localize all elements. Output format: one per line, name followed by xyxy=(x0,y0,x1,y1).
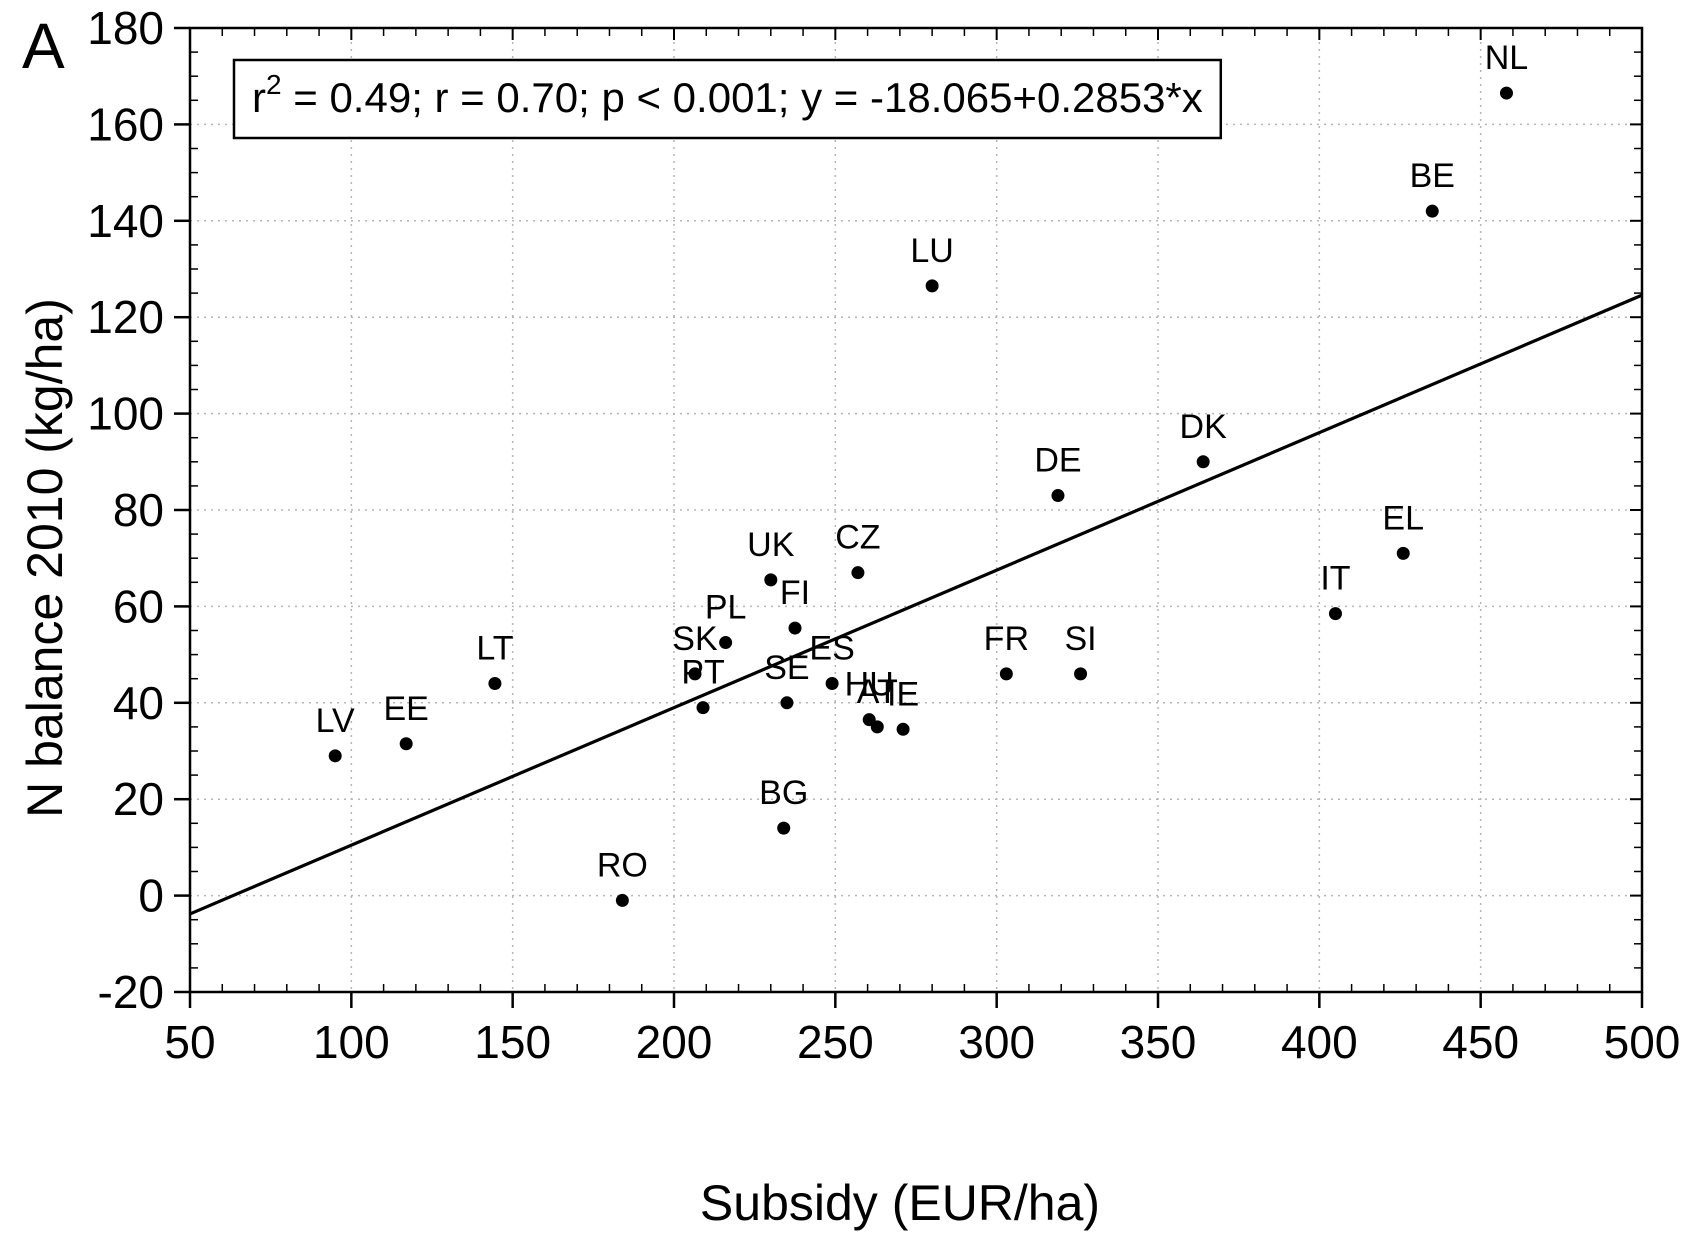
point-label-dk: DK xyxy=(1180,408,1228,446)
data-point-se xyxy=(780,696,794,710)
data-point-dk xyxy=(1196,455,1210,469)
point-label-ie: IE xyxy=(887,675,919,713)
regression-line xyxy=(189,293,1643,916)
data-point-pt xyxy=(696,701,710,715)
y-tick-label: 140 xyxy=(87,195,164,247)
stats-box-border xyxy=(232,58,1223,140)
data-point-be xyxy=(1425,204,1439,218)
x-tick-label: 100 xyxy=(313,1016,390,1068)
data-point-ie xyxy=(896,722,910,736)
point-label-el: EL xyxy=(1382,499,1424,537)
x-tick-label: 150 xyxy=(474,1016,551,1068)
data-point-de xyxy=(1051,489,1065,503)
data-point-ro xyxy=(615,893,629,907)
data-point-sk xyxy=(688,667,702,681)
point-label-pl: PL xyxy=(705,589,747,627)
regression-line-group xyxy=(189,293,1643,916)
regression-stats-box: r2 = 0.49; r = 0.70; p < 0.001; y = -18.… xyxy=(232,58,1223,140)
x-tick-label: 200 xyxy=(636,1016,713,1068)
point-label-ro: RO xyxy=(597,846,648,884)
x-tick-label: 400 xyxy=(1281,1016,1358,1068)
data-point-cz xyxy=(851,566,865,580)
y-tick-label: 180 xyxy=(87,2,164,54)
axis-ticks: 50 100 150 200 250 300 350 400 450 500 -20 0 20 40 60 8… xyxy=(87,2,1680,1068)
regression-stats-text: r2 = 0.49; r = 0.70; p < 0.001; y = -18.… xyxy=(252,69,1203,121)
point-label-at: AT xyxy=(857,673,898,711)
data-point-pl xyxy=(719,636,733,650)
x-tick-label: 500 xyxy=(1604,1016,1681,1068)
data-point-lu xyxy=(925,279,939,293)
point-label-de: DE xyxy=(1034,442,1081,480)
plot-frame xyxy=(188,26,1644,994)
point-label-cz: CZ xyxy=(835,519,880,557)
point-label-bg: BG xyxy=(759,774,808,812)
y-tick-label: 120 xyxy=(87,291,164,343)
y-tick-label: 20 xyxy=(113,773,164,825)
data-point-lt xyxy=(488,677,502,691)
point-label-sk: SK xyxy=(672,620,718,658)
y-tick-label: -20 xyxy=(98,966,164,1018)
point-label-uk: UK xyxy=(747,526,795,564)
point-label-si: SI xyxy=(1064,620,1096,658)
data-point-si xyxy=(1074,667,1088,681)
data-point-it xyxy=(1328,607,1342,621)
x-tick-label: 350 xyxy=(1120,1016,1197,1068)
data-point-uk xyxy=(764,573,778,587)
y-tick-label: 0 xyxy=(138,870,164,922)
point-label-pt: PT xyxy=(681,654,724,692)
data-point-bg xyxy=(777,821,791,835)
y-tick-label: 40 xyxy=(113,677,164,729)
x-tick-label: 300 xyxy=(958,1016,1035,1068)
data-point-es xyxy=(825,677,839,691)
data-point-fr xyxy=(999,667,1013,681)
y-tick-label: 60 xyxy=(113,580,164,632)
data-point-nl xyxy=(1499,86,1513,100)
data-point-lv xyxy=(328,749,342,763)
r-symbol: r xyxy=(252,74,266,121)
y-axis-title: N balance 2010 (kg/ha) xyxy=(17,298,73,818)
x-tick-label: 250 xyxy=(797,1016,874,1068)
point-label-be: BE xyxy=(1410,157,1455,195)
point-label-lt: LT xyxy=(476,630,513,668)
y-tick-label: 100 xyxy=(87,388,164,440)
data-point-ee xyxy=(399,737,413,751)
stats-remainder: = 0.49; r = 0.70; p < 0.001; y = -18.065… xyxy=(282,74,1203,121)
x-axis-title: Subsidy (EUR/ha) xyxy=(700,1175,1100,1231)
data-point-fi xyxy=(788,621,802,635)
point-label-fi: FI xyxy=(780,574,810,612)
point-label-ee: EE xyxy=(384,690,429,728)
point-label-se: SE xyxy=(764,649,809,687)
point-label-nl: NL xyxy=(1485,39,1528,77)
data-point-at xyxy=(870,720,884,734)
x-tick-label: 450 xyxy=(1442,1016,1519,1068)
y-tick-label: 80 xyxy=(113,484,164,536)
point-label-es: ES xyxy=(809,630,854,668)
point-label-it: IT xyxy=(1320,560,1350,598)
r-squared-superscript: 2 xyxy=(266,69,282,100)
point-label-fr: FR xyxy=(984,620,1029,658)
panel-label: A xyxy=(22,10,65,82)
y-tick-label: 160 xyxy=(87,98,164,150)
x-tick-label: 50 xyxy=(164,1016,215,1068)
data-points xyxy=(328,86,1513,907)
data-point-el xyxy=(1396,546,1410,560)
point-label-lu: LU xyxy=(910,232,953,270)
point-label-hu: HU xyxy=(845,666,894,704)
point-label-lv: LV xyxy=(316,702,355,740)
